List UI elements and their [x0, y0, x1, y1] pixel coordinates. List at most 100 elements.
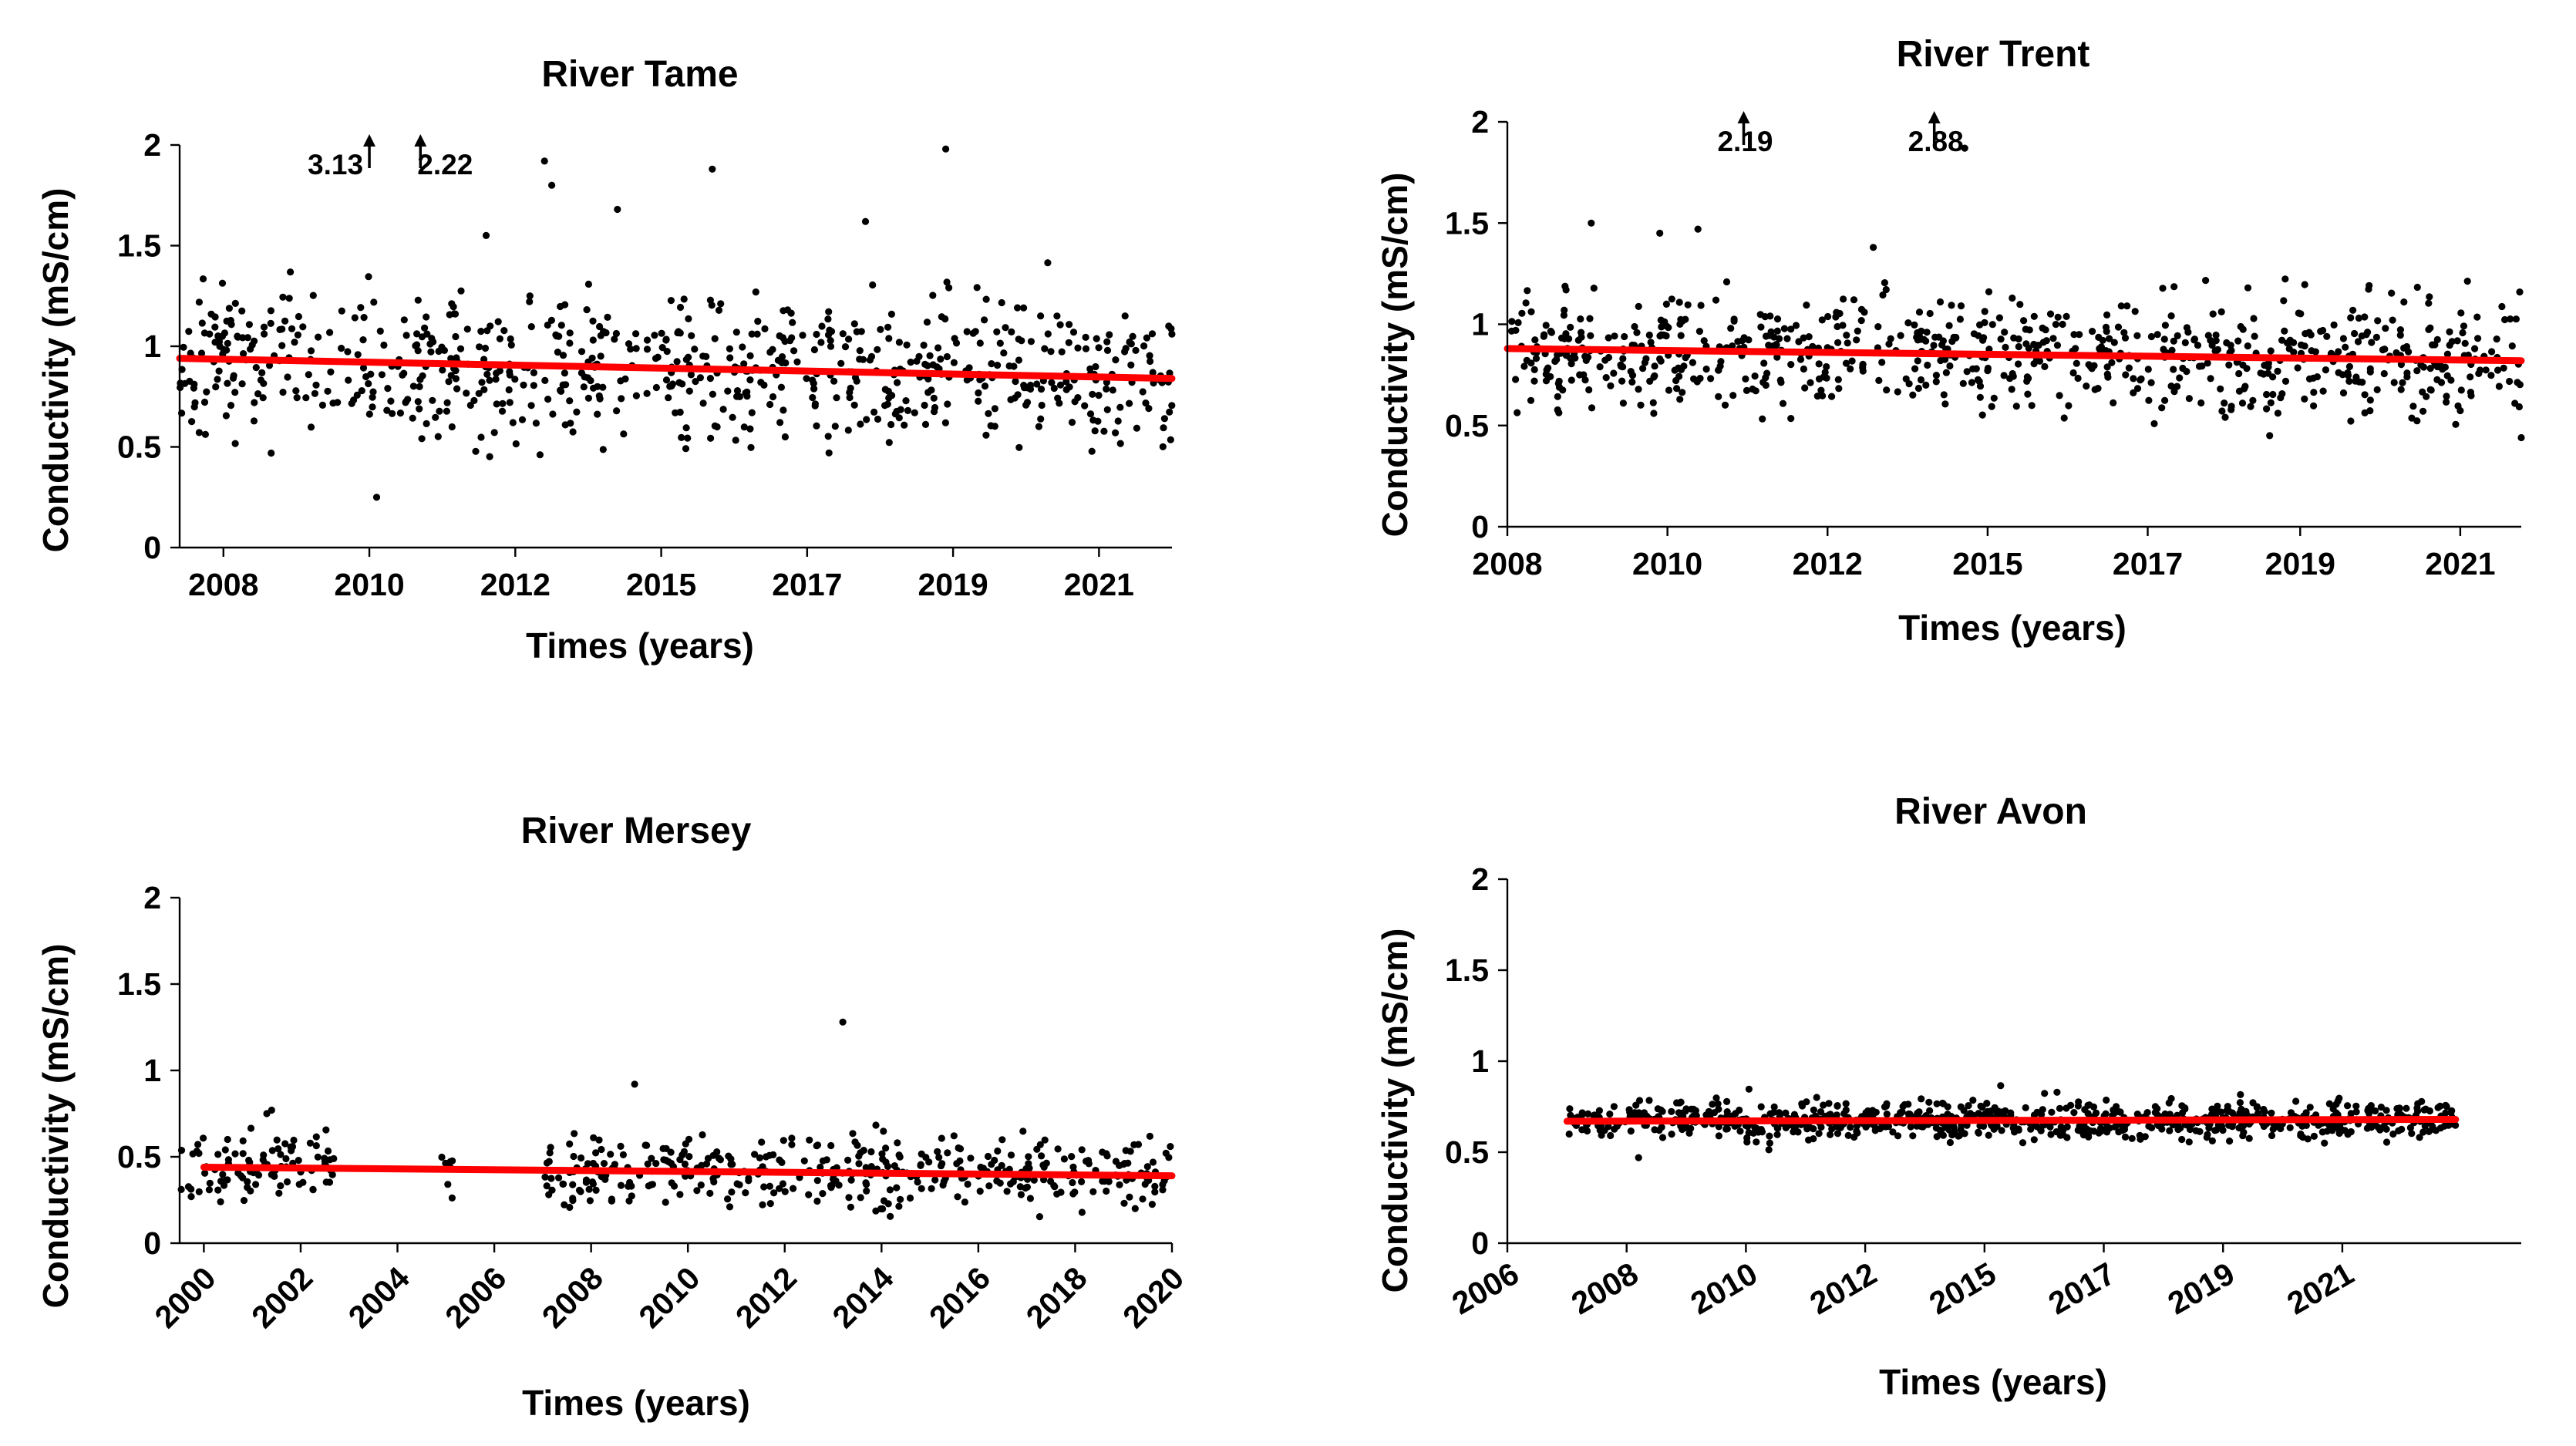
data-point — [2060, 414, 2068, 422]
data-point — [195, 1188, 203, 1195]
data-point — [877, 325, 884, 333]
data-point — [1590, 285, 1598, 292]
data-point — [675, 379, 683, 386]
data-point — [1959, 379, 1967, 387]
data-point — [981, 316, 988, 324]
data-point — [706, 375, 715, 383]
data-point — [776, 1156, 783, 1164]
data-point — [1715, 1123, 1722, 1131]
data-point — [2020, 317, 2028, 325]
data-point — [1035, 1213, 1043, 1221]
data-point — [1985, 1131, 1992, 1139]
data-point — [2313, 373, 2321, 381]
data-point — [2161, 396, 2169, 404]
data-point — [594, 410, 601, 418]
data-point — [2372, 333, 2380, 341]
data-point — [1932, 378, 1940, 386]
data-point — [2183, 324, 2190, 332]
data-point — [625, 1182, 632, 1190]
data-point — [2426, 365, 2434, 372]
data-point — [480, 386, 488, 393]
data-point — [268, 1147, 276, 1154]
data-point — [698, 1161, 705, 1169]
data-point — [2397, 386, 2405, 393]
data-point — [328, 1171, 336, 1178]
data-point — [201, 430, 209, 438]
data-point — [1783, 335, 1791, 342]
data-point — [956, 1157, 964, 1165]
data-point — [666, 383, 674, 390]
data-point — [334, 399, 342, 406]
y-tick-label: 0 — [143, 1225, 161, 1261]
data-point — [1148, 1201, 1156, 1208]
data-point — [429, 396, 436, 404]
annotation-label: 2.22 — [417, 149, 473, 180]
data-point — [2143, 1109, 2151, 1117]
data-point — [2361, 313, 2369, 321]
outlier-point — [942, 145, 950, 153]
x-ticks: 2008 2010 2012 2015 2017 2019 2021 — [1472, 527, 2496, 581]
data-point — [776, 419, 784, 426]
data-point — [577, 1154, 585, 1162]
data-point — [1942, 369, 1950, 376]
data-point — [599, 383, 607, 391]
data-point — [220, 345, 227, 353]
data-point — [1621, 332, 1628, 341]
y-tick-label: 2 — [143, 127, 161, 163]
data-point — [682, 356, 690, 363]
data-point — [781, 1188, 789, 1195]
data-point — [463, 389, 470, 397]
data-point — [554, 349, 562, 356]
data-point — [584, 374, 592, 382]
data-point — [987, 422, 995, 430]
data-point — [200, 329, 208, 337]
data-point — [365, 410, 373, 418]
data-point — [2301, 395, 2308, 403]
data-point — [975, 389, 982, 397]
y-tick-label: 0 — [143, 530, 161, 565]
x-tick-label: 2008 — [535, 1260, 610, 1335]
data-point — [250, 417, 258, 425]
data-point — [230, 372, 237, 379]
trend-line-path — [1504, 345, 2525, 365]
data-point — [937, 356, 945, 363]
chart-title: River Trent — [1897, 34, 2090, 75]
data-point — [867, 1148, 875, 1156]
data-point — [945, 284, 953, 292]
data-point — [1792, 322, 1800, 329]
data-point — [1722, 278, 1731, 286]
data-point — [2083, 383, 2090, 390]
data-point — [227, 402, 235, 410]
data-point — [1512, 326, 1520, 334]
data-point — [2425, 1127, 2433, 1135]
data-point — [2419, 1128, 2427, 1136]
data-point — [190, 403, 198, 411]
data-point — [295, 1157, 302, 1165]
data-point — [1979, 336, 1987, 344]
data-point — [1524, 287, 1531, 295]
data-point — [1963, 368, 1971, 376]
data-point — [520, 381, 527, 389]
x-axis-label: Times (years) — [526, 625, 754, 666]
data-point — [1133, 424, 1140, 432]
data-point — [1159, 1186, 1167, 1194]
data-point — [682, 424, 690, 432]
data-point — [691, 345, 699, 353]
data-point — [1946, 362, 1954, 370]
data-point — [1627, 1127, 1635, 1135]
data-point — [2516, 381, 2524, 389]
data-point — [684, 434, 692, 442]
data-point — [839, 330, 847, 338]
data-point — [652, 355, 660, 362]
data-point — [1828, 1125, 1836, 1133]
data-point — [2133, 332, 2141, 339]
data-point — [2022, 1104, 2029, 1111]
data-point — [1585, 386, 1593, 394]
data-point — [914, 1178, 921, 1186]
data-point — [1514, 409, 1521, 416]
data-point — [1710, 1109, 1719, 1117]
data-point — [1025, 1153, 1032, 1161]
data-point — [1100, 427, 1108, 435]
data-point — [1566, 1105, 1574, 1113]
data-point — [247, 1187, 254, 1195]
